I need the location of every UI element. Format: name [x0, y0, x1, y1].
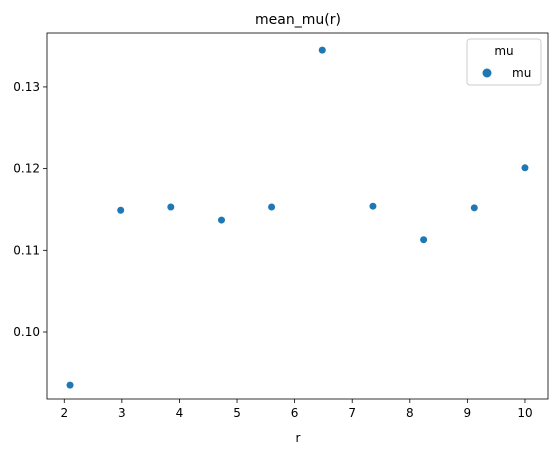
y-tick-label: 0.12	[13, 162, 40, 176]
x-tick-label: 10	[517, 406, 532, 420]
chart-title: mean_mu(r)	[255, 12, 341, 28]
y-tick-label: 0.11	[13, 243, 40, 257]
y-tick-label: 0.10	[13, 325, 40, 339]
x-tick-label: 8	[406, 406, 414, 420]
x-tick-label: 9	[464, 406, 472, 420]
data-point	[217, 216, 225, 224]
x-tick-label: 7	[348, 406, 356, 420]
data-point	[420, 236, 428, 244]
data-point	[66, 381, 74, 389]
x-tick-label: 6	[291, 406, 299, 420]
axes-frame	[46, 32, 549, 400]
data-point	[117, 206, 125, 214]
data-point	[167, 203, 175, 211]
legend-marker	[482, 68, 492, 78]
x-tick-label: 5	[233, 406, 241, 420]
x-tick-label: 2	[60, 406, 68, 420]
x-tick-label: 3	[118, 406, 126, 420]
legend-label: mu	[512, 66, 531, 80]
x-tick-label: 4	[176, 406, 184, 420]
y-axis: 0.10 0.11 0.12 0.13	[13, 80, 47, 339]
legend-title: mu	[494, 44, 513, 58]
legend: mu mu	[466, 38, 542, 86]
x-axis: 2 3 4 5 6 7 8 9 10	[60, 399, 533, 420]
data-point	[470, 204, 478, 212]
data-point	[521, 164, 529, 172]
data-point	[268, 203, 276, 211]
data-point	[369, 202, 377, 210]
y-tick-label: 0.13	[13, 80, 40, 94]
plot-area	[66, 46, 529, 389]
x-axis-label: r	[296, 431, 301, 445]
data-point	[318, 46, 326, 54]
